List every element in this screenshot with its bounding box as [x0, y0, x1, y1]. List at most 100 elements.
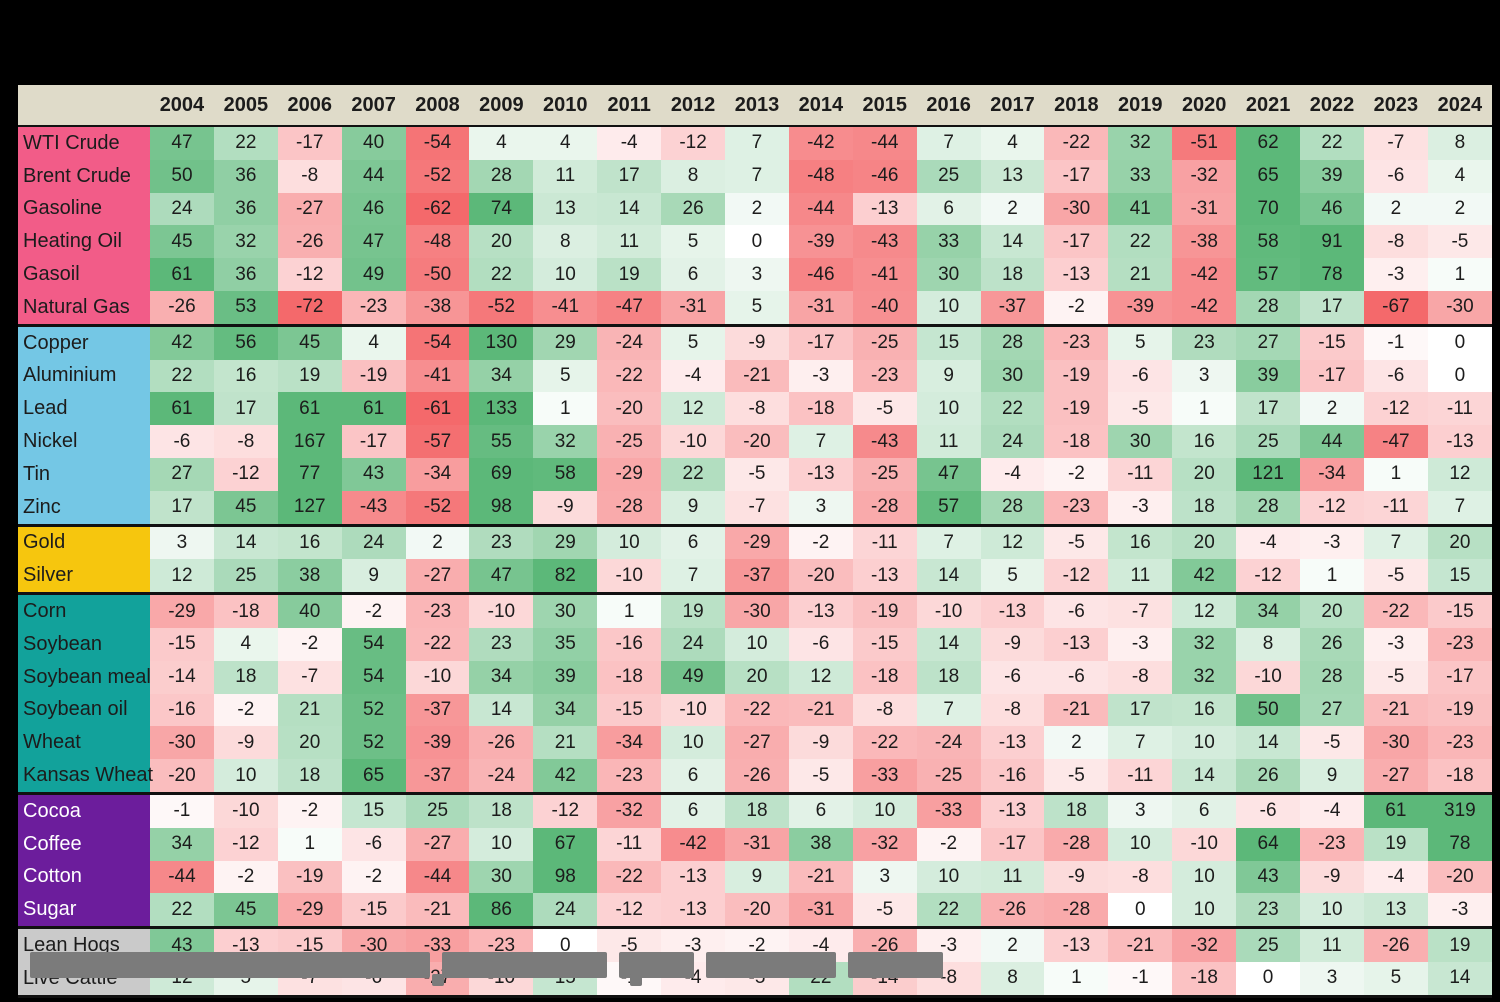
heatmap-cell: 1 [1172, 392, 1237, 426]
heatmap-cell: 12 [150, 559, 214, 596]
heatmap-cell: -5 [1044, 525, 1109, 560]
heatmap-cell: -5 [1363, 559, 1428, 596]
redacted-text-block [619, 952, 694, 978]
heatmap-cell: 14 [469, 693, 534, 727]
heatmap-cell: 17 [1108, 693, 1173, 727]
heatmap-cell: 14 [213, 525, 278, 560]
heatmap-cell: 10 [1108, 827, 1173, 861]
year-header-cell: 2020 [1172, 85, 1237, 127]
heatmap-cell: -8 [213, 425, 278, 458]
heatmap-cell: -46 [788, 258, 853, 291]
heatmap-cell: -8 [980, 693, 1045, 727]
heatmap-cell: 43 [341, 457, 406, 491]
heatmap-cell: -39 [788, 225, 853, 259]
heatmap-cell: 6 [661, 759, 726, 795]
heatmap-cell: 78 [1427, 827, 1492, 861]
heatmap-cell: -44 [150, 860, 214, 894]
heatmap-cell: -7 [725, 490, 789, 527]
commodity-row-heating-oil: Heating Oil 45 32 -26 47 -48 20 8 11 5 0 -39 -43 33 14… [18, 225, 1492, 259]
year-header-cell: 2007 [341, 85, 406, 127]
heatmap-cell: 2 [1363, 192, 1428, 226]
heatmap-cell: 5 [1108, 325, 1173, 360]
heatmap-cell: -15 [341, 893, 406, 930]
heatmap-cell: -1 [1363, 325, 1428, 360]
heatmap-cell: 10 [725, 627, 789, 661]
heatmap-cell: 65 [1236, 159, 1301, 193]
commodity-row-gold: Gold 3 14 16 24 2 23 29 10 6 -29 -2 -11 7 12 -5 16 20 -4 -3… [18, 525, 1492, 560]
heatmap-cell: -42 [788, 126, 853, 160]
heatmap-cell: 18 [980, 258, 1045, 291]
heatmap-cell: 16 [213, 359, 278, 393]
commodity-row-lead: Lead 61 17 61 61 -61 133 1 -20 12 -8 -18 -5 10 22 -19 -5… [18, 392, 1492, 426]
heatmap-cell: 61 [150, 258, 214, 291]
heatmap-cell: -11 [597, 827, 662, 861]
heatmap-cell: -11 [852, 525, 917, 560]
heatmap-cell: -18 [213, 593, 278, 628]
heatmap-cell: -10 [405, 660, 470, 694]
heatmap-cell: -30 [1427, 290, 1492, 327]
heatmap-cell: 16 [1172, 693, 1237, 727]
heatmap-cell: 67 [533, 827, 598, 861]
heatmap-cell: 22 [1108, 225, 1173, 259]
heatmap-cell: 27 [1300, 693, 1364, 727]
heatmap-cell: 49 [661, 660, 726, 694]
heatmap-cell: -13 [1044, 927, 1109, 962]
heatmap-cell: -12 [1300, 490, 1364, 527]
heatmap-cell: 12 [1427, 457, 1492, 491]
heatmap-cell: 24 [661, 627, 726, 661]
commodity-row-sugar: Sugar 22 45 -29 -15 -21 86 24 -12 -13 -20 -31 -5 22 -2… [18, 893, 1492, 930]
heatmap-cell: 18 [1172, 490, 1237, 527]
heatmap-cell: -62 [405, 192, 470, 226]
heatmap-cell: 64 [1236, 827, 1301, 861]
heatmap-cell: -25 [852, 457, 917, 491]
row-label: Zinc [18, 490, 150, 527]
year-header-cell: 2006 [277, 85, 342, 127]
heatmap-cell: -3 [1363, 627, 1428, 661]
heatmap-cell: 25 [916, 159, 981, 193]
heatmap-cell: 20 [1300, 593, 1364, 628]
heatmap-cell: -5 [1300, 726, 1364, 760]
heatmap-cell: 8 [1427, 126, 1492, 160]
heatmap-cell: 20 [469, 225, 534, 259]
heatmap-cell: 62 [1236, 126, 1301, 160]
commodity-row-nickel: Nickel -6 -8 167 -17 -57 55 32 -25 -10 -20 7 -43 11 24… [18, 425, 1492, 458]
heatmap-cell: -10 [1172, 827, 1237, 861]
commodity-row-soybean-meal: Soybean meal -14 18 -7 54 -10 34 39 -18 49 20 12 -18… [18, 660, 1492, 694]
heatmap-cell: -31 [1172, 192, 1237, 226]
heatmap-cell: -41 [405, 359, 470, 393]
heatmap-cell: 6 [916, 192, 981, 226]
heatmap-cell: 27 [150, 457, 214, 491]
heatmap-cell: -43 [852, 225, 917, 259]
heatmap-cell: 30 [980, 359, 1045, 393]
heatmap-cell: 1 [1427, 258, 1492, 291]
heatmap-cell: 47 [916, 457, 981, 491]
heatmap-cell: -8 [277, 159, 342, 193]
heatmap-cell: 13 [1363, 893, 1428, 930]
heatmap-cell: -26 [150, 290, 214, 327]
heatmap-cell: -4 [1300, 793, 1364, 828]
heatmap-cell: -27 [405, 827, 470, 861]
heatmap-cell: 5 [725, 290, 789, 327]
heatmap-cell: -2 [277, 627, 342, 661]
heatmap-cell: 12 [788, 660, 853, 694]
heatmap-cell: -21 [788, 860, 853, 894]
heatmap-cell: -10 [916, 593, 981, 628]
commodity-row-cotton: Cotton -44 -2 -19 -2 -44 30 98 -22 -13 9 -21 3 10 11 -9… [18, 860, 1492, 894]
commodity-row-gasoil: Gasoil 61 36 -12 49 -50 22 10 19 6 3 -46 -41 30 18 -13 2… [18, 258, 1492, 291]
heatmap-cell: -19 [852, 593, 917, 628]
heatmap-cell: 11 [1108, 559, 1173, 596]
heatmap-cell: 11 [980, 860, 1045, 894]
heatmap-cell: 20 [1172, 525, 1237, 560]
heatmap-cell: -30 [150, 726, 214, 760]
heatmap-cell: 22 [661, 457, 726, 491]
heatmap-cell: -23 [1044, 490, 1109, 527]
heatmap-cell: 42 [1172, 559, 1237, 596]
heatmap-cell: 46 [341, 192, 406, 226]
heatmap-cell: 10 [916, 860, 981, 894]
heatmap-cell: -34 [405, 457, 470, 491]
heatmap-cell: -2 [788, 525, 853, 560]
heatmap-cell: -12 [597, 893, 662, 930]
heatmap-cell: 36 [213, 192, 278, 226]
heatmap-cell: 3 [150, 525, 214, 560]
heatmap-cell: 2 [1044, 726, 1109, 760]
